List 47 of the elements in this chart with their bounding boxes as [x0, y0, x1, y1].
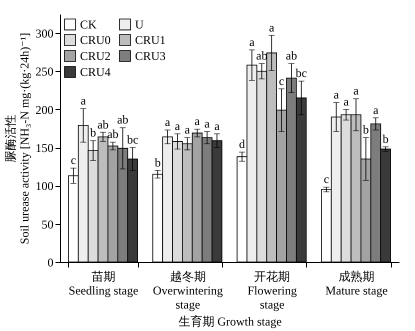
data-label: ab — [107, 127, 119, 142]
y-tick-label: 150 — [36, 141, 54, 156]
data-label: a — [194, 114, 201, 128]
y-tick-label: 50 — [42, 217, 54, 232]
data-label: ab — [97, 117, 109, 132]
y-tick-label: 300 — [36, 26, 54, 41]
y-tick-label: 100 — [36, 179, 54, 194]
legend-label: CK — [80, 17, 98, 32]
data-label: b — [362, 122, 369, 137]
legend-label: CRU1 — [135, 33, 166, 47]
legend-label: U — [135, 17, 144, 32]
legend-label: CRU4 — [80, 65, 111, 79]
data-label: a — [174, 118, 181, 133]
y-tick-label: 0 — [48, 256, 54, 270]
data-label: a — [164, 114, 171, 129]
x-tick-label: 越冬期 Overwintering stage — [152, 270, 223, 312]
data-label: bc — [296, 66, 307, 80]
data-label: b — [154, 155, 161, 170]
data-label: bc — [126, 132, 138, 147]
legend-label: CRU0 — [80, 33, 111, 47]
data-label: c — [278, 74, 284, 88]
data-label: a — [214, 118, 220, 133]
data-label: a — [249, 34, 256, 49]
x-tick-label: 成熟期 Mature stage — [325, 270, 388, 298]
data-label: a — [204, 116, 210, 131]
data-label: d — [239, 137, 246, 152]
data-label: a — [334, 88, 340, 102]
y-tick-label: 250 — [36, 64, 54, 79]
data-label: ab — [117, 112, 128, 127]
y-tick-label: 200 — [36, 102, 54, 117]
x-tick-label: 开花期 Flowering stage — [247, 270, 297, 312]
data-label: ab — [286, 48, 298, 63]
x-tick-label: 苗期 Seedling stage — [68, 270, 138, 298]
y-axis-title: 脲酶活性 Soil urease activity [NH₃-N mg·(kg·24h)⁻¹] — [4, 32, 32, 244]
data-label: a — [353, 84, 360, 98]
data-label: a — [373, 102, 380, 117]
legend-label: CRU3 — [135, 49, 166, 63]
data-label: c — [70, 153, 76, 168]
legend-label: CRU2 — [80, 49, 111, 63]
data-label: a — [184, 122, 191, 137]
data-label: a — [269, 20, 275, 34]
data-label: a — [80, 94, 87, 108]
data-label: b — [382, 132, 389, 146]
data-label: b — [90, 126, 96, 140]
data-label: a — [343, 94, 350, 108]
x-axis-title: 生育期 Growth stage — [178, 314, 282, 328]
data-label: c — [324, 172, 330, 186]
